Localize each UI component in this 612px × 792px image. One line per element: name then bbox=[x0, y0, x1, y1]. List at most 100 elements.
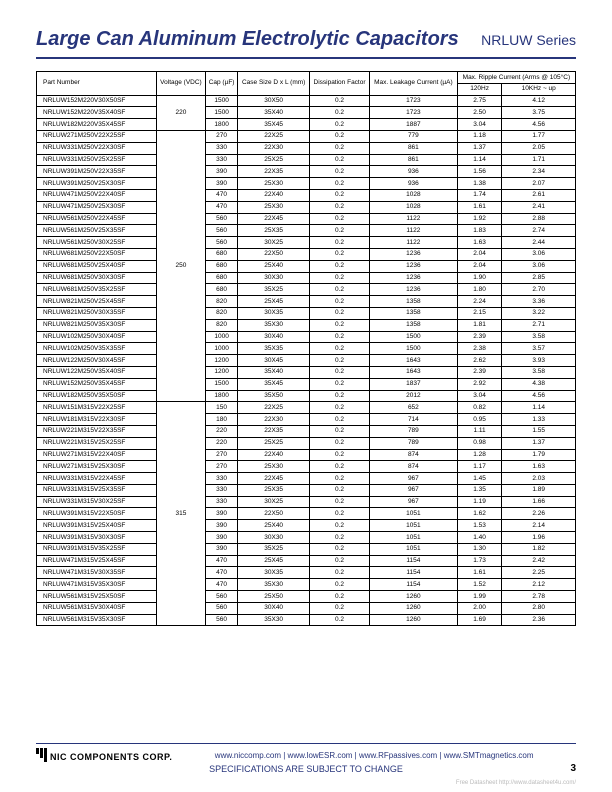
cell: 0.2 bbox=[310, 461, 370, 473]
cell: 1887 bbox=[369, 119, 457, 131]
cell: 1.38 bbox=[457, 178, 502, 190]
cell: 0.2 bbox=[310, 378, 370, 390]
cell: 2.03 bbox=[502, 473, 576, 485]
cell: 2.05 bbox=[502, 142, 576, 154]
table-row: NRLUW471M250V22X40SF47022X400.210281.742… bbox=[37, 189, 576, 201]
cell: 3.93 bbox=[502, 355, 576, 367]
cell: 2.85 bbox=[502, 272, 576, 284]
cell: 150 bbox=[205, 402, 237, 414]
table-row: NRLUW561M250V25X35SF56025X350.211221.832… bbox=[37, 225, 576, 237]
table-row: NRLUW152M250V35X45SF150035X450.218372.92… bbox=[37, 378, 576, 390]
cell: 1.11 bbox=[457, 425, 502, 437]
cell: 1.19 bbox=[457, 496, 502, 508]
table-row: NRLUW221M315V22X35SF22022X350.27891.111.… bbox=[37, 425, 576, 437]
cell-part: NRLUW681M250V35X25SF bbox=[37, 284, 157, 296]
cell: 2.04 bbox=[457, 260, 502, 272]
cell: 35X45 bbox=[238, 378, 310, 390]
cell: 1000 bbox=[205, 331, 237, 343]
cell-part: NRLUW122M250V35X40SF bbox=[37, 366, 157, 378]
cell: 1.71 bbox=[502, 154, 576, 166]
cell: 25X45 bbox=[238, 296, 310, 308]
cell: 1200 bbox=[205, 366, 237, 378]
cell: 1.81 bbox=[457, 319, 502, 331]
cell: 0.2 bbox=[310, 142, 370, 154]
cell: 2.36 bbox=[502, 614, 576, 626]
cell: 2.42 bbox=[502, 555, 576, 567]
cell: 3.06 bbox=[502, 260, 576, 272]
table-row: NRLUW151M315V22X25SF31515022X250.26520.8… bbox=[37, 402, 576, 414]
cell: 1236 bbox=[369, 284, 457, 296]
cell-part: NRLUW681M250V22X50SF bbox=[37, 248, 157, 260]
cell: 714 bbox=[369, 414, 457, 426]
cell-part: NRLUW221M315V22X35SF bbox=[37, 425, 157, 437]
cell: 470 bbox=[205, 555, 237, 567]
page-header: Large Can Aluminum Electrolytic Capacito… bbox=[36, 28, 576, 59]
cell: 390 bbox=[205, 543, 237, 555]
cell-part: NRLUW561M315V30X40SF bbox=[37, 602, 157, 614]
cell-part: NRLUW391M315V30X30SF bbox=[37, 532, 157, 544]
cell: 35X40 bbox=[238, 366, 310, 378]
cell: 35X25 bbox=[238, 543, 310, 555]
cell: 1236 bbox=[369, 260, 457, 272]
table-row: NRLUW561M250V30X25SF56030X250.211221.632… bbox=[37, 237, 576, 249]
cell: 1800 bbox=[205, 390, 237, 402]
cell: 936 bbox=[369, 166, 457, 178]
cell: 0.2 bbox=[310, 414, 370, 426]
cell: 1.74 bbox=[457, 189, 502, 201]
cell: 1260 bbox=[369, 591, 457, 603]
table-row: NRLUW221M315V25X25SF22025X250.27890.981.… bbox=[37, 437, 576, 449]
cell: 1.45 bbox=[457, 473, 502, 485]
th-part: Part Number bbox=[37, 72, 157, 96]
cell: 779 bbox=[369, 130, 457, 142]
cell-part: NRLUW271M250V22X25SF bbox=[37, 130, 157, 142]
table-row: NRLUW561M315V35X30SF56035X300.212601.692… bbox=[37, 614, 576, 626]
cell-part: NRLUW821M250V35X30SF bbox=[37, 319, 157, 331]
cell: 3.04 bbox=[457, 390, 502, 402]
cell: 1.79 bbox=[502, 449, 576, 461]
cell: 25X30 bbox=[238, 201, 310, 213]
cell: 25X25 bbox=[238, 437, 310, 449]
table-row: NRLUW331M315V25X35SF33025X350.29671.351.… bbox=[37, 484, 576, 496]
cell-voltage: 220 bbox=[157, 95, 206, 130]
cell: 0.2 bbox=[310, 366, 370, 378]
cell: 0.2 bbox=[310, 201, 370, 213]
cell: 1028 bbox=[369, 201, 457, 213]
cell: 2.92 bbox=[457, 378, 502, 390]
cell: 2.00 bbox=[457, 602, 502, 614]
cell: 560 bbox=[205, 614, 237, 626]
table-row: NRLUW391M315V30X30SF39030X300.210511.401… bbox=[37, 532, 576, 544]
cell: 22X35 bbox=[238, 425, 310, 437]
cell: 22X40 bbox=[238, 449, 310, 461]
cell: 2.39 bbox=[457, 331, 502, 343]
cell: 1154 bbox=[369, 555, 457, 567]
cell: 25X35 bbox=[238, 225, 310, 237]
page-number: 3 bbox=[570, 763, 576, 774]
cell: 1.66 bbox=[502, 496, 576, 508]
table-row: NRLUW271M315V22X40SF27022X400.28741.281.… bbox=[37, 449, 576, 461]
cell: 25X30 bbox=[238, 178, 310, 190]
cell-voltage: 250 bbox=[157, 130, 206, 401]
cell: 1358 bbox=[369, 296, 457, 308]
cell: 1260 bbox=[369, 602, 457, 614]
cell: 2.44 bbox=[502, 237, 576, 249]
cell: 22X45 bbox=[238, 213, 310, 225]
cell: 1.61 bbox=[457, 201, 502, 213]
table-row: NRLUW681M250V25X40SF68025X400.212362.043… bbox=[37, 260, 576, 272]
cell: 0.2 bbox=[310, 579, 370, 591]
cell: 1.83 bbox=[457, 225, 502, 237]
table-row: NRLUW471M315V25X45SF47025X450.211541.732… bbox=[37, 555, 576, 567]
cell-part: NRLUW561M315V35X30SF bbox=[37, 614, 157, 626]
cell: 560 bbox=[205, 237, 237, 249]
cell: 1.30 bbox=[457, 543, 502, 555]
cell: 2.24 bbox=[457, 296, 502, 308]
cell: 2.14 bbox=[502, 520, 576, 532]
cell: 35X45 bbox=[238, 119, 310, 131]
table-row: NRLUW821M250V30X35SF82030X350.213582.153… bbox=[37, 307, 576, 319]
cell: 1500 bbox=[205, 378, 237, 390]
cell: 1.96 bbox=[502, 532, 576, 544]
th-10khz: 10KHz ~ up bbox=[502, 83, 576, 95]
cell: 4.38 bbox=[502, 378, 576, 390]
cell: 2.34 bbox=[502, 166, 576, 178]
cell: 1.14 bbox=[457, 154, 502, 166]
table-row: NRLUW821M250V35X30SF82035X300.213581.812… bbox=[37, 319, 576, 331]
